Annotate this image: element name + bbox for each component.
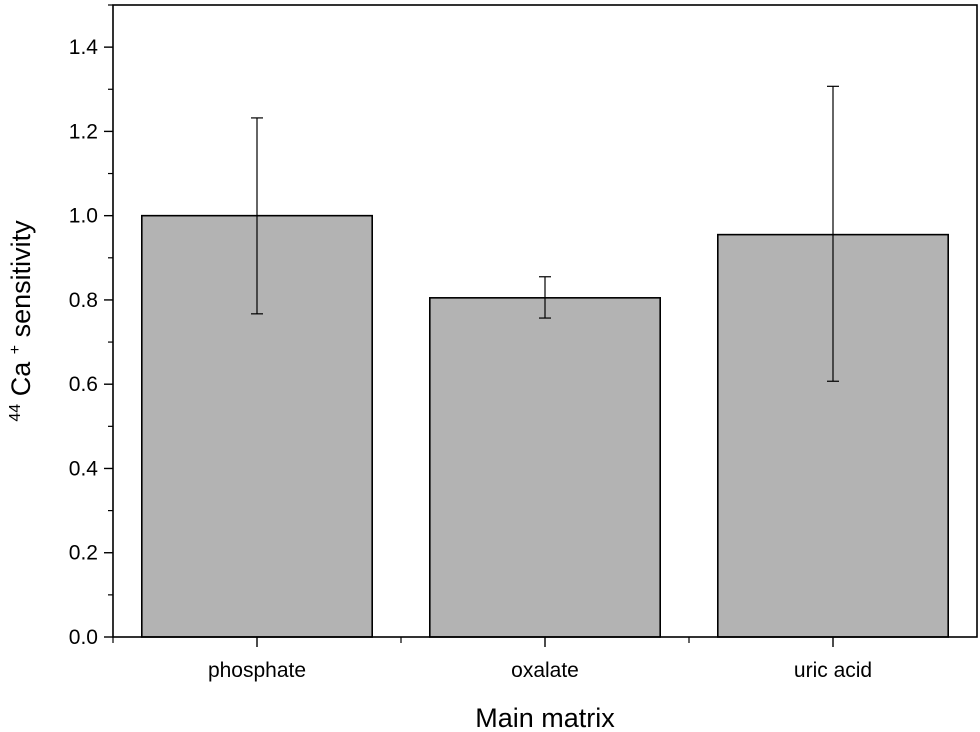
y-axis: 0.0 0.2 0.4 0.6 0.8 1.0 1.2 1.4	[69, 4, 113, 649]
y-tick-label: 1.2	[69, 120, 98, 143]
y-tick-label: 0.6	[69, 373, 98, 396]
error-bars-layer	[251, 85, 839, 382]
y-tick-label: 0.4	[69, 457, 99, 480]
y-axis-title: 44 Ca + sensitivity	[0, 220, 36, 422]
bar-oxalate	[428, 297, 661, 638]
x-tick-label: phosphate	[208, 659, 306, 682]
x-tick-label: oxalate	[511, 659, 579, 682]
y-tick-label: 0.8	[69, 289, 98, 312]
y-tick-label: 0.0	[69, 626, 98, 649]
y-tick-label: 0.2	[69, 542, 98, 565]
y-tick-label: 1.0	[69, 205, 98, 228]
x-axis-title: Main matrix	[475, 703, 615, 732]
y-axis-title-element: Ca	[6, 361, 36, 396]
y-axis-title-sup1: 44	[7, 404, 24, 422]
x-axis: phosphate oxalate uric acid	[112, 637, 872, 682]
y-tick-label: 1.4	[69, 36, 99, 59]
x-tick-label: uric acid	[794, 659, 872, 682]
y-axis-title-sup2: +	[7, 345, 24, 354]
y-axis-title-rest: sensitivity	[6, 220, 36, 338]
